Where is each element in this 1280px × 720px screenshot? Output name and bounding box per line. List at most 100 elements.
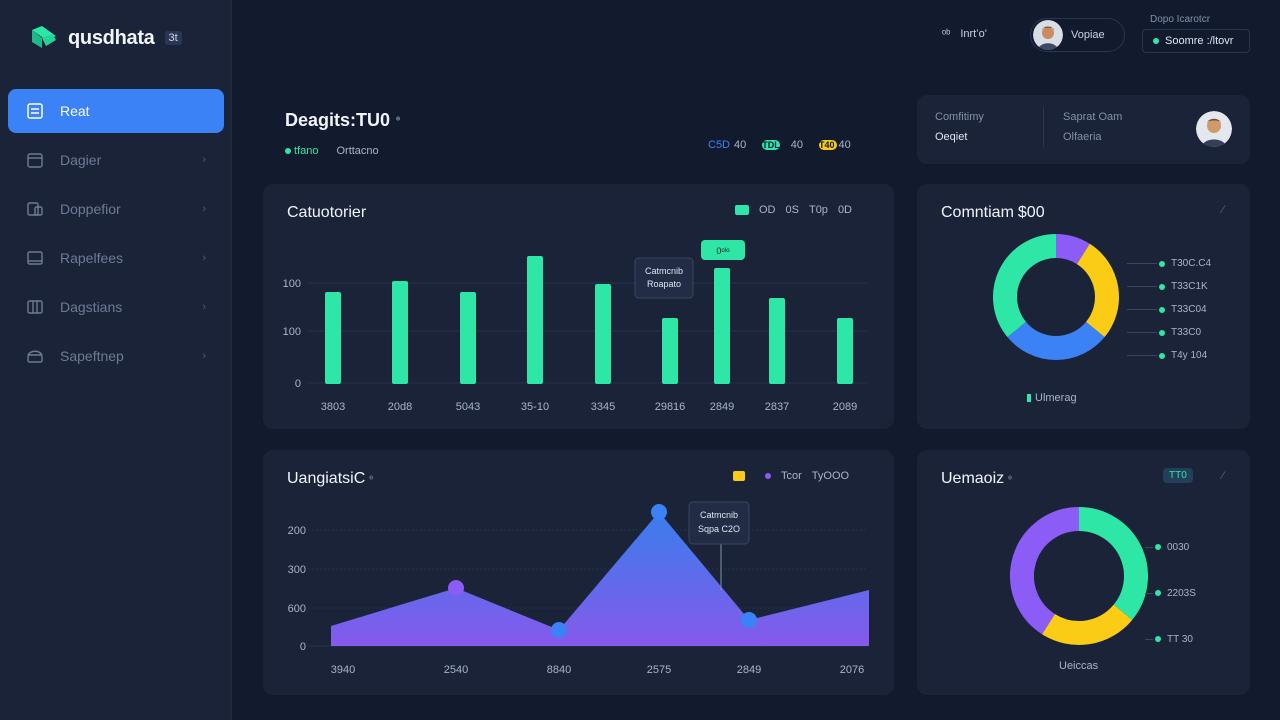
sidebar-item-label: Reat (60, 103, 90, 119)
page-title-text: Deagits:TU0 (285, 110, 391, 130)
legend-dot-icon (1159, 306, 1165, 313)
donut-slice (993, 234, 1057, 338)
sidebar-item-dagier[interactable]: Dagier › (8, 138, 224, 182)
logo[interactable]: qusdhata 3t (28, 22, 182, 54)
topbar-notifications[interactable]: ᵒᵇ Inrtʻo' (942, 28, 987, 40)
panel-title: Comntiam $00 (941, 204, 1045, 222)
status-box[interactable]: Dopo Icarotcr Soomre :/ltovr (1142, 14, 1250, 53)
y-tick-label: 600 (288, 603, 306, 615)
legend-label: T33C0 (1171, 327, 1202, 338)
chevron-right-icon: › (202, 350, 206, 362)
legend-dot-icon (1159, 283, 1165, 290)
info-col-2: Saprat Oam Olfaeria (1063, 111, 1122, 143)
donut-panel-2: Uemaoiz ᶱ TT0 ⁄ 0030 2203S TT 30 Ueiccas (917, 450, 1250, 695)
tooltip-text: Sqpa C2O (698, 524, 740, 534)
legend-swatch (762, 140, 781, 150)
sidebar-item-label: Dagier (60, 152, 102, 168)
tool-item[interactable]: TyOOO (811, 470, 850, 482)
info-icon: ᶱ (369, 473, 374, 485)
tool-item[interactable]: 0S (785, 204, 799, 216)
legend-dot-icon (1159, 329, 1165, 336)
status-text: Soomre :/ltovr (1165, 35, 1234, 47)
y-tick-label: 0 (300, 641, 306, 653)
tool-item[interactable]: 0D (837, 204, 852, 216)
panel-title: Catuotorier (287, 204, 366, 222)
expand-icon[interactable]: ⁄ (1222, 470, 1224, 482)
donut-slice (1042, 604, 1133, 645)
avatar[interactable] (1196, 111, 1232, 147)
y-tick-label: 300 (288, 564, 306, 576)
legend-label: T4y 104 (1171, 350, 1208, 361)
tool-item[interactable]: Tcor (781, 470, 802, 482)
folder-icon (27, 202, 43, 216)
bar (460, 292, 476, 384)
tooltip-chip (701, 240, 745, 260)
sidebar: qusdhata 3t Reat Dagier › Doppefior (0, 0, 232, 720)
info-label: Comfitimy (935, 111, 984, 123)
x-tick-label: 2849 (737, 664, 761, 676)
chevron-right-icon: › (202, 203, 206, 215)
sidebar-item-doppefior[interactable]: Doppefior › (8, 187, 224, 231)
info-icon: ᶱ (1008, 473, 1012, 485)
panel-chip[interactable]: TT0 (1163, 468, 1193, 483)
sidebar-item-dagstians[interactable]: Dagstians › (8, 285, 224, 329)
layers-icon (27, 350, 43, 363)
legend-row: 0030 (1145, 524, 1196, 570)
legend-item[interactable]: TDLO 40 (762, 139, 803, 151)
info-value: Olfaeria (1063, 131, 1102, 143)
bar (392, 281, 408, 384)
legend-dot-icon (1155, 636, 1161, 642)
donut-slice (1078, 507, 1148, 620)
caption-dot-icon (1027, 394, 1031, 402)
legend-suffix: 40 (734, 139, 747, 151)
grid-icon (27, 300, 43, 314)
legend-row: T33C04 (1127, 298, 1211, 321)
tool-item[interactable]: OD (759, 204, 776, 216)
x-tick-label: 3803 (321, 401, 345, 413)
panel-title-value: $00 (1017, 204, 1045, 221)
legend-suffix: 40 (790, 139, 804, 151)
sidebar-item-rapelfees[interactable]: Rapelfees › (8, 236, 224, 280)
bar (714, 268, 730, 384)
donut-slice (1010, 507, 1080, 635)
avatar (1033, 20, 1063, 50)
data-point (741, 612, 757, 628)
sidebar-item-reat[interactable]: Reat (8, 89, 224, 133)
notification-indicator: ᵒᵇ (942, 28, 951, 40)
legend-item[interactable]: C5D 40 (708, 139, 746, 151)
legend-label: 2203S (1167, 587, 1196, 599)
donut-chart (993, 234, 1119, 360)
x-tick-label: 29816 (655, 401, 686, 413)
info-icon: ᶱ (396, 115, 401, 126)
bar (595, 284, 611, 384)
sidebar-item-sapeftnep[interactable]: Sapeftnep › (8, 334, 224, 378)
info-value: Oeqiet (935, 131, 968, 143)
donut-caption: Ueiccas (1059, 660, 1098, 672)
chevron-right-icon: › (202, 252, 206, 264)
legend-row: T4y 104 (1127, 344, 1211, 367)
y-tick-label: 100 (283, 326, 301, 338)
legend-item[interactable]: T40 40 (819, 139, 851, 151)
chevron-right-icon: › (202, 154, 206, 166)
toolbar-flag-icon[interactable] (735, 205, 749, 215)
page-header: Deagits:TU0 ᶱ tfano Orttacno (285, 110, 400, 157)
x-tick-label: 3345 (591, 401, 615, 413)
legend-row: 2203S (1145, 570, 1196, 616)
sidebar-item-label: Rapelfees (60, 250, 124, 266)
profile-menu[interactable]: Vopiae (1030, 18, 1125, 52)
panel-title-text: UangiatsiC (287, 470, 366, 487)
subtitle-gray: Orttacno (336, 145, 379, 157)
toolbar-pin-icon[interactable] (733, 471, 745, 481)
donut-legend: T30C.C4 T33C1K T33C04 T33C0 T4y 104 (1127, 252, 1211, 367)
data-point (448, 580, 464, 596)
legend-label: T33C04 (1171, 304, 1207, 315)
info-label: Saprat Oam (1063, 111, 1123, 123)
tool-item[interactable]: T0p (808, 204, 828, 216)
page-subtitle: tfano Orttacno (285, 145, 400, 157)
sidebar-item-label: Dagstians (60, 299, 123, 315)
data-point (651, 504, 667, 520)
bar (662, 318, 678, 384)
expand-icon[interactable]: ⁄ (1222, 204, 1224, 216)
legend-row: TT 30 (1145, 616, 1196, 662)
sidebar-item-label: Sapeftnep (60, 348, 124, 364)
